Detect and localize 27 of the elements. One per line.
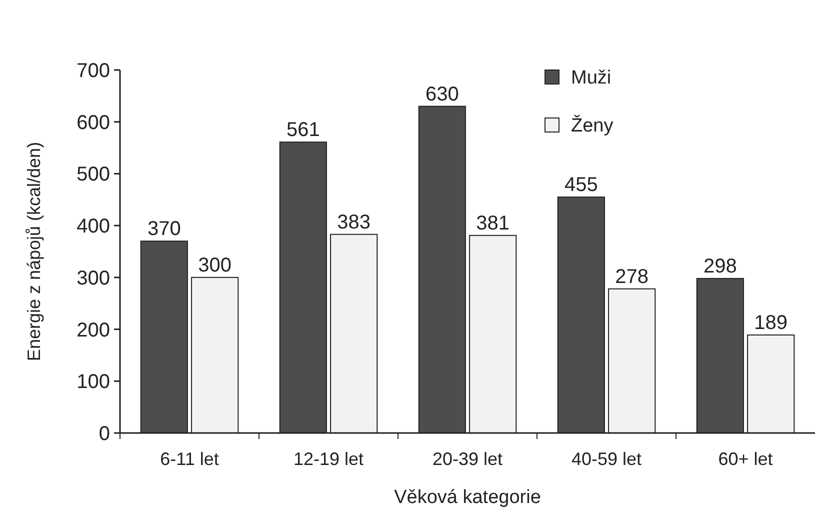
legend-label: Ženy [571, 114, 614, 137]
y-tick-label: 600 [76, 112, 110, 134]
x-axis-title: Věková kategorie [394, 487, 541, 508]
data-label: 370 [147, 218, 181, 240]
data-label: 561 [286, 119, 320, 142]
y-tick-label: 0 [98, 423, 110, 445]
y-tick-label: 100 [76, 371, 110, 394]
x-tick-label: 12-19 let [293, 449, 364, 469]
legend-label: Muži [571, 68, 612, 89]
data-label: 630 [425, 83, 459, 106]
data-label: 298 [703, 255, 737, 278]
x-tick-label: 40-59 let [571, 449, 642, 469]
data-label: 300 [198, 254, 232, 276]
data-label: 383 [337, 211, 371, 234]
data-label: 278 [615, 266, 649, 288]
y-tick-label: 500 [76, 164, 110, 186]
data-label: 455 [564, 174, 598, 196]
y-axis-title: Energie z nápojů (kcal/den) [24, 142, 44, 362]
x-tick-label: 20-39 let [432, 449, 503, 469]
data-label: 189 [754, 312, 788, 334]
x-tick-label: 60+ let [718, 449, 773, 469]
data-label: 381 [476, 212, 510, 234]
x-tick-label: 6-11 let [160, 449, 219, 469]
y-tick-label: 400 [76, 216, 110, 238]
y-tick-label: 200 [76, 319, 110, 342]
y-tick-label: 700 [76, 60, 110, 82]
y-tick-label: 300 [76, 267, 110, 290]
